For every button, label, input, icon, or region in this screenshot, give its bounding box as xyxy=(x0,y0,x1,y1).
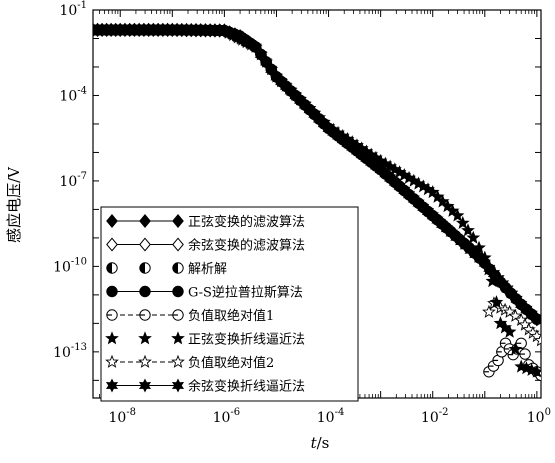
legend-entry-8: 余弦变换折线逼近法 xyxy=(105,378,305,395)
legend-entry-5: 负值取绝对值1 xyxy=(106,308,274,324)
legend-box xyxy=(100,206,359,402)
data-point xyxy=(508,342,523,356)
legend-marker xyxy=(172,213,184,229)
x-tick-label-exp: -8 xyxy=(126,407,136,418)
data-point xyxy=(531,313,541,325)
y-tick-label-exp: -13 xyxy=(71,342,87,353)
legend-marker xyxy=(138,331,152,345)
legend-marker xyxy=(139,237,151,252)
legend-marker xyxy=(106,237,118,252)
x-tick-label-exp: -4 xyxy=(335,407,345,418)
x-tick-label: 10-6 xyxy=(213,407,241,426)
x-tick-label-base: 10 xyxy=(213,410,231,426)
x-tick-label-base: 10 xyxy=(317,410,335,426)
legend-marker xyxy=(172,237,184,252)
y-tick-label-base: 10 xyxy=(59,174,77,190)
legend-marker xyxy=(138,354,152,368)
x-tick-label: 10-8 xyxy=(108,407,136,426)
legend-marker xyxy=(139,262,151,274)
legend-marker xyxy=(106,285,118,298)
plot-area xyxy=(93,22,541,382)
x-tick-label: 10-2 xyxy=(421,407,449,426)
legend-entry-1: 正弦变换的滤波算法 xyxy=(106,213,305,230)
x-tick-label-base: 10 xyxy=(421,410,439,426)
legend-marker xyxy=(106,309,118,321)
y-tick-label: 10-10 xyxy=(53,256,87,275)
legend-label: 正弦变换的滤波算法 xyxy=(188,214,305,230)
series-7 xyxy=(482,296,541,347)
data-point xyxy=(466,230,481,244)
legend-marker xyxy=(171,354,185,368)
y-tick-label-exp: -4 xyxy=(77,85,87,96)
data-point xyxy=(519,348,531,360)
series-layer xyxy=(93,22,541,382)
x-tick-label-base: 10 xyxy=(108,410,126,426)
data-point xyxy=(502,324,517,338)
data-point xyxy=(534,333,541,347)
y-tick-label: 10-4 xyxy=(59,85,87,104)
legend-label: 余弦变换折线逼近法 xyxy=(188,379,305,395)
x-axis-label-var: t xyxy=(311,434,318,452)
y-tick-label-base: 10 xyxy=(59,3,77,19)
x-axis-label: t/s xyxy=(311,434,330,452)
legend-marker xyxy=(172,285,184,298)
legend-marker xyxy=(105,354,119,368)
data-point xyxy=(461,223,475,237)
legend-entry-4: G-S逆拉普拉斯算法 xyxy=(106,285,303,301)
legend-label: 负值取绝对值2 xyxy=(188,355,274,371)
axis-ticks: 10-8 10-6 10-4 10-2 10010-110-410-710-1010-1… xyxy=(53,0,551,426)
y-tick-label-base: 10 xyxy=(53,345,71,361)
legend-marker xyxy=(139,309,151,321)
legend-marker xyxy=(139,213,151,229)
data-point xyxy=(455,215,470,229)
y-tick-label: 10-13 xyxy=(53,342,87,361)
legend-marker xyxy=(139,285,151,298)
data-point xyxy=(515,337,527,349)
legend-marker xyxy=(172,262,184,274)
legend-marker xyxy=(106,213,118,229)
x-tick-label-base: 10 xyxy=(527,410,545,426)
data-point xyxy=(530,364,541,378)
data-point xyxy=(450,208,465,222)
legend-label: 解析解 xyxy=(188,262,227,277)
data-point xyxy=(482,304,496,318)
x-axis-label-unit: /s xyxy=(317,434,330,452)
legend-label: 负值取绝对值1 xyxy=(188,308,274,324)
x-tick-label-exp: -2 xyxy=(439,407,449,418)
x-tick-label: 100 xyxy=(527,407,551,426)
legend-label: 余弦变换的滤波算法 xyxy=(188,238,305,254)
legend-entry-6: 正弦变换折线逼近法 xyxy=(105,331,305,348)
data-point xyxy=(489,295,504,309)
legend-marker xyxy=(171,331,185,345)
legend-marker xyxy=(105,378,119,393)
legend-label: 正弦变换折线逼近法 xyxy=(188,332,305,348)
legend-marker xyxy=(106,262,118,274)
legend-marker xyxy=(138,378,152,393)
y-tick-label: 10-1 xyxy=(59,0,87,19)
series-4 xyxy=(93,24,541,325)
legend-entry-7: 负值取绝对值2 xyxy=(105,354,274,371)
y-axis-label: 感应电压/V xyxy=(5,166,23,243)
y-tick-label-exp: -1 xyxy=(77,0,87,11)
legend-marker xyxy=(171,378,185,393)
legend-label: G-S逆拉普拉斯算法 xyxy=(188,285,303,301)
y-tick-label: 10-7 xyxy=(59,171,87,190)
x-tick-label-exp: -6 xyxy=(230,407,240,418)
legend-entry-3: 解析解 xyxy=(106,262,227,277)
x-tick-label: 10-4 xyxy=(317,407,345,426)
y-tick-label-base: 10 xyxy=(59,88,77,104)
legend-marker xyxy=(105,331,119,345)
y-tick-label-exp: -10 xyxy=(71,256,87,267)
legend-entry-2: 余弦变换的滤波算法 xyxy=(106,237,305,254)
y-tick-label-exp: -7 xyxy=(77,171,87,182)
y-tick-label-base: 10 xyxy=(53,259,71,275)
legend-marker xyxy=(172,309,184,321)
x-tick-label-exp: 0 xyxy=(545,407,551,418)
